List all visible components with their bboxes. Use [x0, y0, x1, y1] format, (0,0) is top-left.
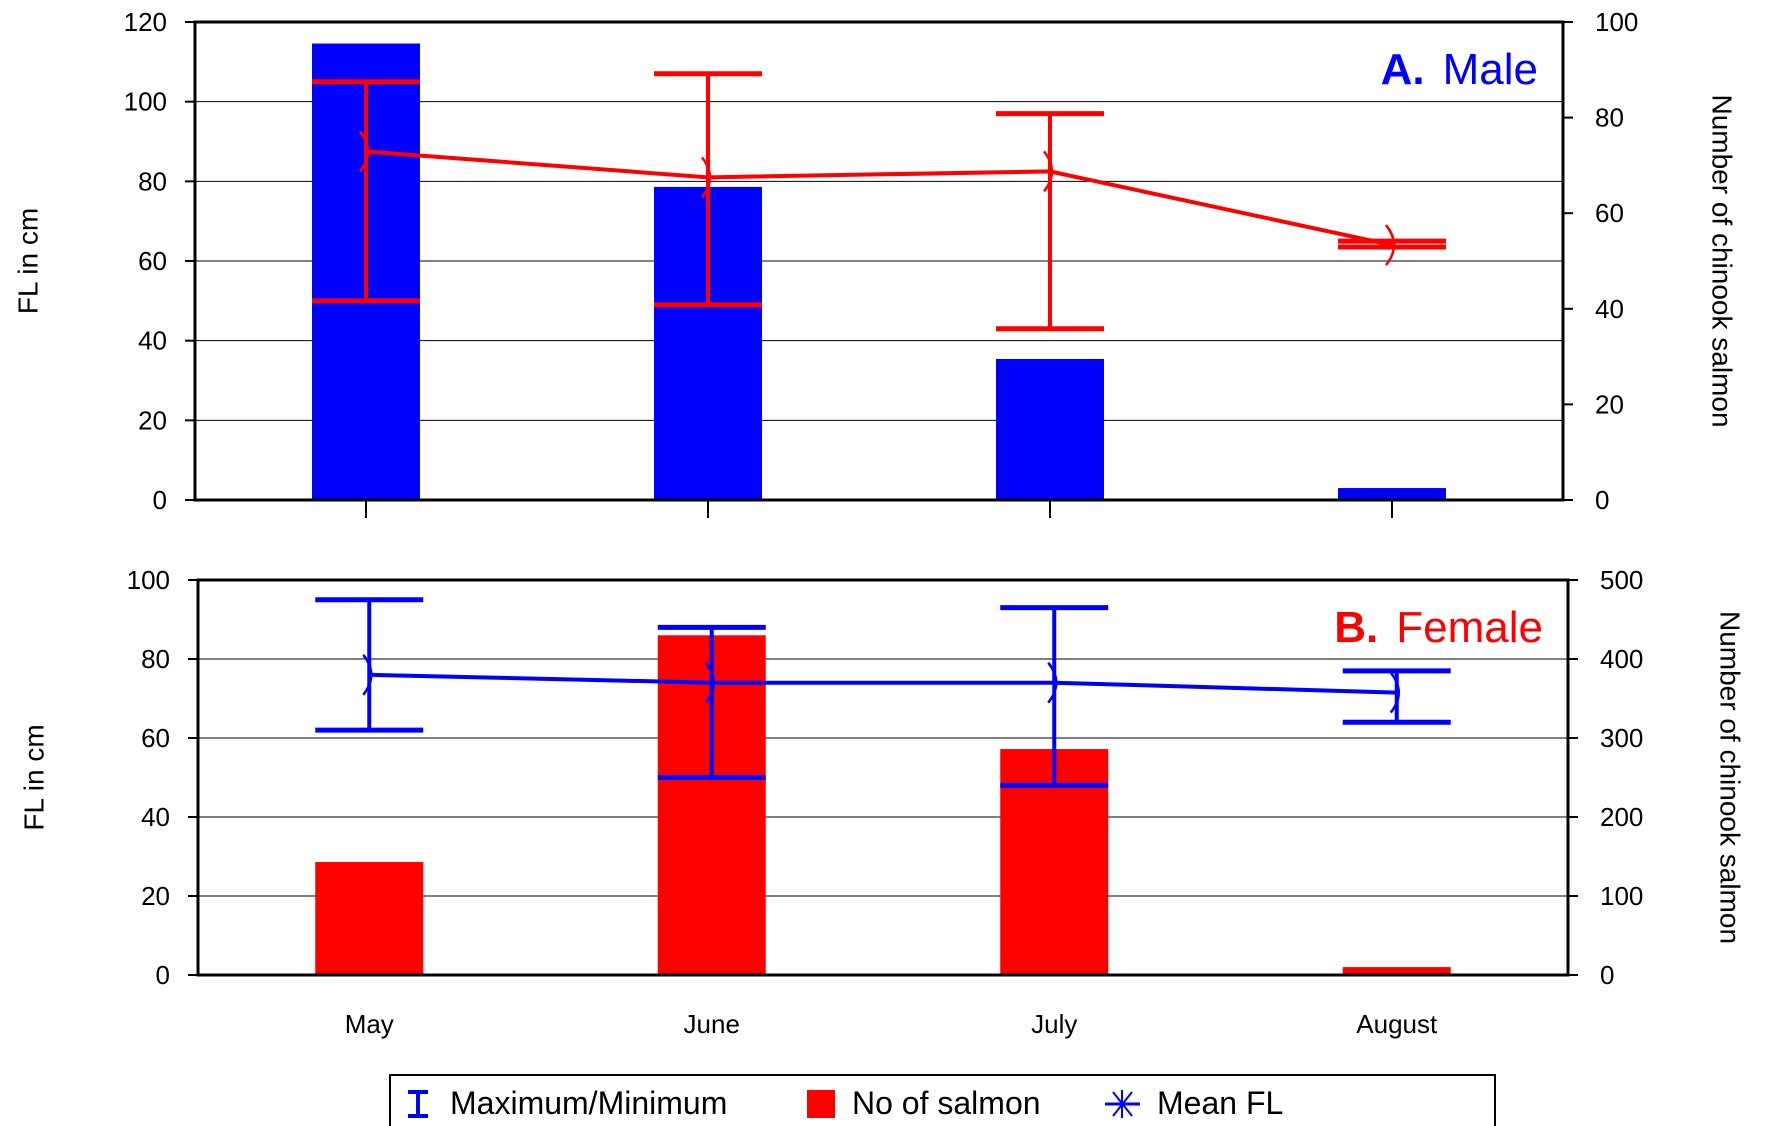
panel-letter: A. [1381, 45, 1425, 94]
mean-fl-marker [359, 130, 370, 173]
errorbar-august [1342, 668, 1451, 725]
y-tick-label: 80 [138, 166, 167, 196]
errorbar-may [312, 79, 420, 304]
y-tick-label: 80 [141, 644, 170, 674]
y2-tick-label: 80 [1595, 103, 1624, 133]
y2-tick-label: 400 [1600, 644, 1643, 674]
errorbar-july [996, 111, 1104, 332]
mean-fl-marker [1047, 661, 1058, 704]
legend-label-maxmin: Maximum/Minimum [450, 1085, 727, 1121]
y2-tick-label: 60 [1595, 198, 1624, 228]
mean-fl-marker [701, 156, 712, 199]
y-tick-label: 0 [153, 485, 167, 515]
mean-fl-marker [1043, 150, 1054, 193]
y2-tick-label: 20 [1595, 389, 1624, 419]
y-tick-label: 60 [138, 246, 167, 276]
panel-name: Female [1396, 603, 1543, 652]
y2-tick-label: 0 [1600, 960, 1614, 990]
y-tick-label: 60 [141, 723, 170, 753]
mean-fl-marker [1389, 671, 1400, 714]
y-tick-label: 100 [124, 87, 167, 117]
y2-tick-label: 200 [1600, 802, 1643, 832]
legend: Maximum/Minimum No of salmon Mean FL [389, 1074, 1496, 1126]
errorbar-june [657, 624, 766, 780]
legend-frame [389, 1074, 1496, 1126]
x-tick-label: August [1356, 1009, 1438, 1039]
y2-tick-label: 500 [1600, 565, 1643, 595]
y2-tick-label: 100 [1595, 7, 1638, 37]
bar-august [1338, 488, 1446, 500]
bar-swatch-icon [807, 1090, 835, 1118]
mean-fl-line [365, 149, 1393, 248]
y2-axis-title: Number of chinook salmon [1715, 611, 1746, 944]
panel-title: B. Female [1334, 603, 1543, 652]
y-tick-label: 120 [124, 7, 167, 37]
y-tick-label: 0 [156, 960, 170, 990]
legend-label-salmon: No of salmon [852, 1085, 1041, 1121]
y2-tick-label: 300 [1600, 723, 1643, 753]
y2-axis-title: Number of chinook salmon [1707, 94, 1738, 427]
y2-tick-label: 100 [1600, 881, 1643, 911]
x-tick-label: July [1031, 1009, 1077, 1039]
mean-line-icon [1105, 1090, 1140, 1118]
y-axis-title: FL in cm [18, 724, 49, 830]
y-axis-title: FL in cm [12, 208, 43, 314]
errorbar-icon [408, 1090, 428, 1118]
plot-frame [196, 578, 1570, 977]
panel-female: 0 20 40 60 80 100 0 100 200 300 400 500 May June July A… [18, 565, 1745, 1039]
y-tick-label: 40 [138, 326, 167, 356]
y-tick-label: 20 [138, 405, 167, 435]
x-tick-label: May [345, 1009, 394, 1039]
y-tick-label: 20 [141, 881, 170, 911]
y2-tick-label: 40 [1595, 294, 1624, 324]
legend-label-mean: Mean FL [1157, 1085, 1283, 1121]
bar-may [315, 862, 424, 975]
mean-fl-marker [362, 654, 373, 696]
panel-letter: B. [1334, 603, 1378, 652]
bar-august [1342, 967, 1451, 975]
mean-fl-marker [1385, 224, 1396, 266]
bar-july [996, 358, 1104, 500]
y-tick-label: 100 [127, 565, 170, 595]
y-tick-label: 40 [141, 802, 170, 832]
mean-fl-marker [704, 661, 715, 704]
panel-name: Male [1443, 45, 1538, 94]
mean-fl-line [369, 672, 1397, 695]
x-tick-label: June [684, 1009, 740, 1039]
mean-line-icon-star [1112, 1090, 1133, 1118]
y2-tick-label: 0 [1595, 485, 1609, 515]
panel-male: 0 20 40 60 80 100 120 0 20 40 60 80 100 FL in cm Numbe… [12, 7, 1738, 518]
panel-title: A. Male [1381, 45, 1538, 94]
errorbar-july [1000, 605, 1109, 788]
